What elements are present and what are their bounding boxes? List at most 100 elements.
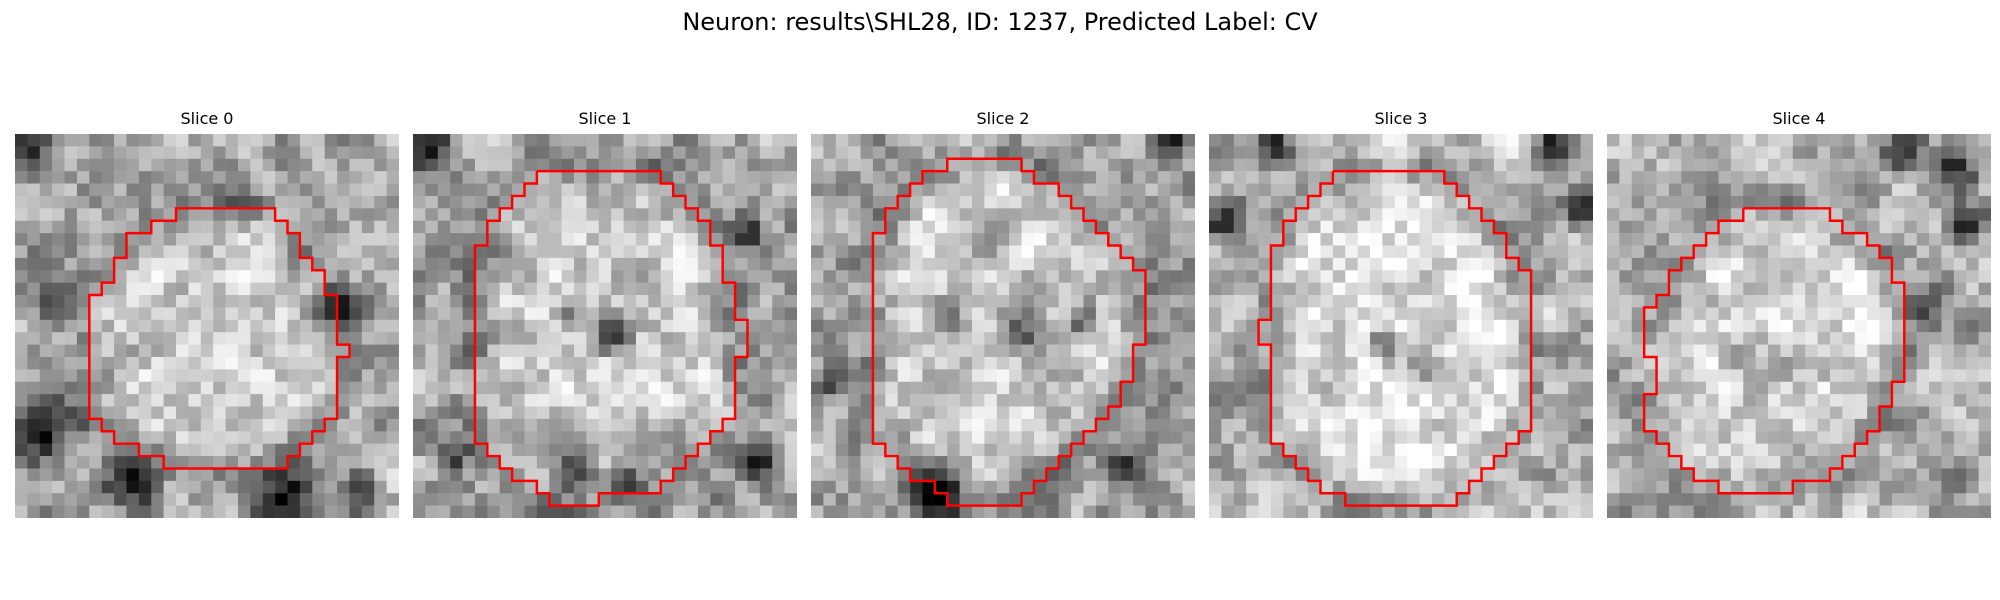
pixel [1681, 332, 1694, 345]
pixel [635, 282, 649, 296]
pixel [1246, 245, 1259, 259]
pixel [1083, 171, 1097, 184]
pixel [1157, 468, 1171, 482]
pixel [213, 282, 226, 296]
contour-outline-4 [1642, 207, 1906, 495]
pixel [1157, 480, 1171, 494]
pixel [1953, 158, 1967, 172]
pixel [1506, 406, 1519, 420]
pixel [872, 282, 886, 296]
pixel [200, 493, 214, 506]
pixel [138, 307, 152, 321]
pixel [1929, 158, 1942, 172]
pixel [959, 456, 973, 469]
pixel [1631, 282, 1645, 296]
pixel [39, 344, 53, 358]
pixel [1209, 431, 1222, 444]
pixel [1481, 158, 1495, 172]
pixel [1370, 406, 1383, 420]
pixel [1382, 134, 1396, 147]
pixel [1145, 332, 1159, 345]
pixel [811, 295, 824, 308]
pixel [1506, 456, 1519, 469]
pixel [1444, 171, 1457, 184]
pixel [1619, 381, 1633, 395]
pixel [1157, 493, 1171, 506]
pixel [984, 344, 998, 358]
pixel [213, 257, 226, 271]
pixel [39, 319, 53, 333]
pixel [287, 307, 301, 321]
pixel [1394, 282, 1408, 296]
pixel [1817, 295, 1831, 308]
pixel [163, 418, 177, 432]
pixel [287, 443, 301, 457]
pixel [1518, 208, 1532, 221]
pixel [1693, 505, 1707, 518]
pixel [76, 171, 90, 184]
pixel [1345, 307, 1358, 321]
pixel [76, 208, 90, 221]
pixel [685, 295, 699, 308]
pixel [872, 134, 886, 147]
pixel [1283, 195, 1296, 209]
pixel [1170, 233, 1183, 246]
pixel [1493, 356, 1507, 370]
pixel [1580, 431, 1593, 444]
pixel [710, 332, 723, 345]
pixel [823, 493, 837, 506]
pixel [1170, 369, 1183, 382]
pixel [151, 270, 164, 283]
pixel [437, 319, 451, 333]
pixel [835, 257, 849, 271]
slice-image-4 [1607, 134, 1991, 518]
pixel [1916, 418, 1930, 432]
pixel [1916, 270, 1930, 283]
pixel [312, 443, 325, 457]
pixel [361, 208, 375, 221]
pixel [959, 134, 973, 147]
pixel [312, 146, 325, 160]
pixel [324, 233, 338, 246]
pixel [1555, 245, 1569, 259]
pixel [374, 146, 387, 160]
pixel [1743, 146, 1756, 160]
pixel [349, 468, 363, 482]
pixel [1046, 319, 1059, 333]
pixel [437, 233, 451, 246]
pixel [1568, 443, 1581, 457]
pixel [1270, 307, 1284, 321]
pixel [1681, 468, 1694, 482]
pixel [1332, 171, 1346, 184]
pixel [1182, 233, 1195, 246]
pixel [349, 146, 363, 160]
pixel [1157, 381, 1171, 395]
pixel [1270, 468, 1284, 482]
pixel [1157, 356, 1171, 370]
pixel [1506, 245, 1519, 259]
pixel [1607, 220, 1620, 234]
pixel [499, 319, 513, 333]
pixel [1308, 381, 1321, 395]
pixel [1295, 146, 1309, 160]
pixel [437, 344, 451, 358]
pixel [1071, 146, 1084, 160]
pixel [262, 319, 276, 333]
pixel [1444, 356, 1457, 370]
pixel [996, 146, 1010, 160]
pixel [959, 356, 973, 370]
pixel [1817, 394, 1831, 407]
pixel [1953, 233, 1967, 246]
pixel [1246, 406, 1259, 420]
pixel [811, 134, 824, 147]
pixel [413, 369, 426, 382]
pixel [1718, 319, 1732, 333]
pixel [897, 505, 911, 518]
pixel [386, 418, 399, 432]
pixel [1370, 356, 1383, 370]
pixel [299, 406, 313, 420]
pixel [1668, 183, 1682, 197]
pixel [1071, 171, 1084, 184]
pixel [835, 295, 849, 308]
pixel [1046, 332, 1059, 345]
